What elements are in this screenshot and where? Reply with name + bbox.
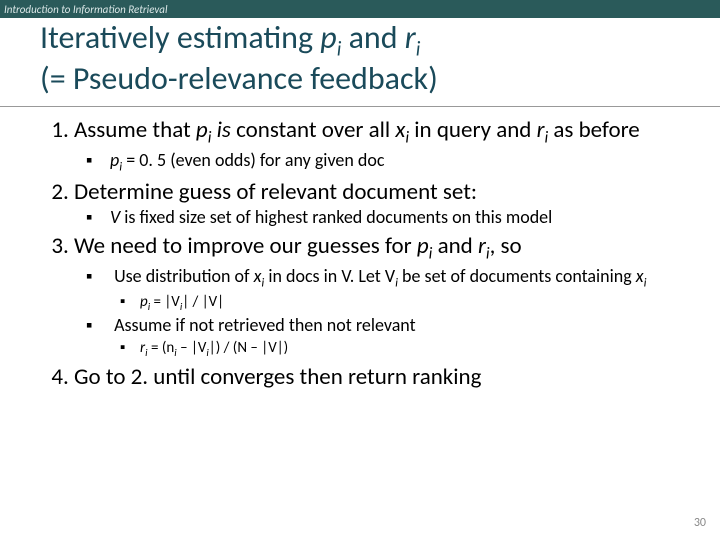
list-item: ri = (ni – |Vi|) / (N – |V|) bbox=[140, 339, 690, 360]
slide-title: Iteratively estimating pi and ri (= Pseu… bbox=[0, 18, 720, 106]
content-area: Assume that pi is constant over all xi i… bbox=[0, 107, 720, 390]
title-frag: Iteratively estimating bbox=[40, 18, 320, 57]
var-p: p bbox=[140, 293, 148, 311]
sub-i: i bbox=[416, 37, 421, 61]
sub-list: pi = 0. 5 (even odds) for any given doc bbox=[74, 150, 690, 175]
text-frag: = 0. 5 (even odds) for any given doc bbox=[122, 149, 384, 171]
header-text: Introduction to Information Retrieval bbox=[4, 3, 167, 16]
text-frag: in query and bbox=[409, 116, 537, 144]
var-x: x bbox=[636, 265, 644, 287]
text-frag: | / |V| bbox=[182, 293, 224, 311]
title-frag: and bbox=[341, 18, 404, 57]
sub-i: i bbox=[644, 276, 647, 291]
text-frag: Determine guess of relevant document set… bbox=[74, 178, 477, 206]
var-p: p bbox=[320, 18, 336, 57]
var-r: r bbox=[478, 232, 486, 260]
text-frag: , so bbox=[490, 232, 522, 260]
list-item: Go to 2. until converges then return ran… bbox=[74, 364, 690, 390]
list-item: Assume that pi is constant over all xi i… bbox=[74, 117, 690, 175]
text-frag: = (n bbox=[148, 339, 175, 357]
list-item: Assume if not retrieved then not relevan… bbox=[110, 315, 690, 359]
var-r: r bbox=[405, 18, 416, 57]
text-frag: Use distribution of bbox=[114, 265, 254, 287]
text-frag: = |V bbox=[150, 293, 180, 311]
text-frag: constant over all bbox=[231, 116, 396, 144]
title-line2: (= Pseudo-relevance feedback) bbox=[40, 59, 438, 98]
sub-list: Use distribution of xi in docs in V. Let… bbox=[74, 266, 690, 360]
text-frag: as before bbox=[548, 116, 640, 144]
var-V: V bbox=[110, 206, 120, 228]
text-frag: We need to improve our guesses for bbox=[74, 232, 417, 260]
text-frag: and bbox=[432, 232, 478, 260]
list-item: Determine guess of relevant document set… bbox=[74, 179, 690, 229]
text-frag: |) / (N – |V|) bbox=[209, 339, 288, 357]
var-x: x bbox=[395, 116, 405, 144]
text-frag: be set of documents containing bbox=[398, 265, 636, 287]
page-number: 30 bbox=[694, 516, 706, 530]
sub-sub-list: ri = (ni – |Vi|) / (N – |V|) bbox=[110, 339, 690, 360]
text-frag: Go to 2. until converges then return ran… bbox=[74, 363, 481, 391]
sub-sub-list: pi = |Vi| / |V| bbox=[110, 293, 690, 314]
list-item: pi = 0. 5 (even odds) for any given doc bbox=[110, 150, 690, 175]
var-p: p bbox=[196, 116, 208, 144]
text-is: is bbox=[217, 116, 231, 144]
list-item: pi = |Vi| / |V| bbox=[140, 293, 690, 314]
sub-i: i bbox=[208, 129, 212, 148]
header-bar: Introduction to Information Retrieval bbox=[0, 0, 720, 18]
var-p: p bbox=[417, 232, 429, 260]
main-list: Assume that pi is constant over all xi i… bbox=[30, 117, 690, 390]
list-item: We need to improve our guesses for p i an… bbox=[74, 233, 690, 360]
text-frag: in docs in V. Let V bbox=[264, 265, 395, 287]
var-p: p bbox=[110, 149, 119, 171]
text-frag: Assume if not retrieved then not relevan… bbox=[114, 314, 416, 336]
sub-list: V is fixed size set of highest ranked do… bbox=[74, 207, 690, 229]
list-item: V is fixed size set of highest ranked do… bbox=[110, 207, 690, 229]
list-item: Use distribution of xi in docs in V. Let… bbox=[110, 266, 690, 313]
text-frag: Assume that bbox=[74, 116, 196, 144]
text-frag: is fixed size set of highest ranked docu… bbox=[120, 206, 552, 228]
text-frag: – |V bbox=[177, 339, 207, 357]
